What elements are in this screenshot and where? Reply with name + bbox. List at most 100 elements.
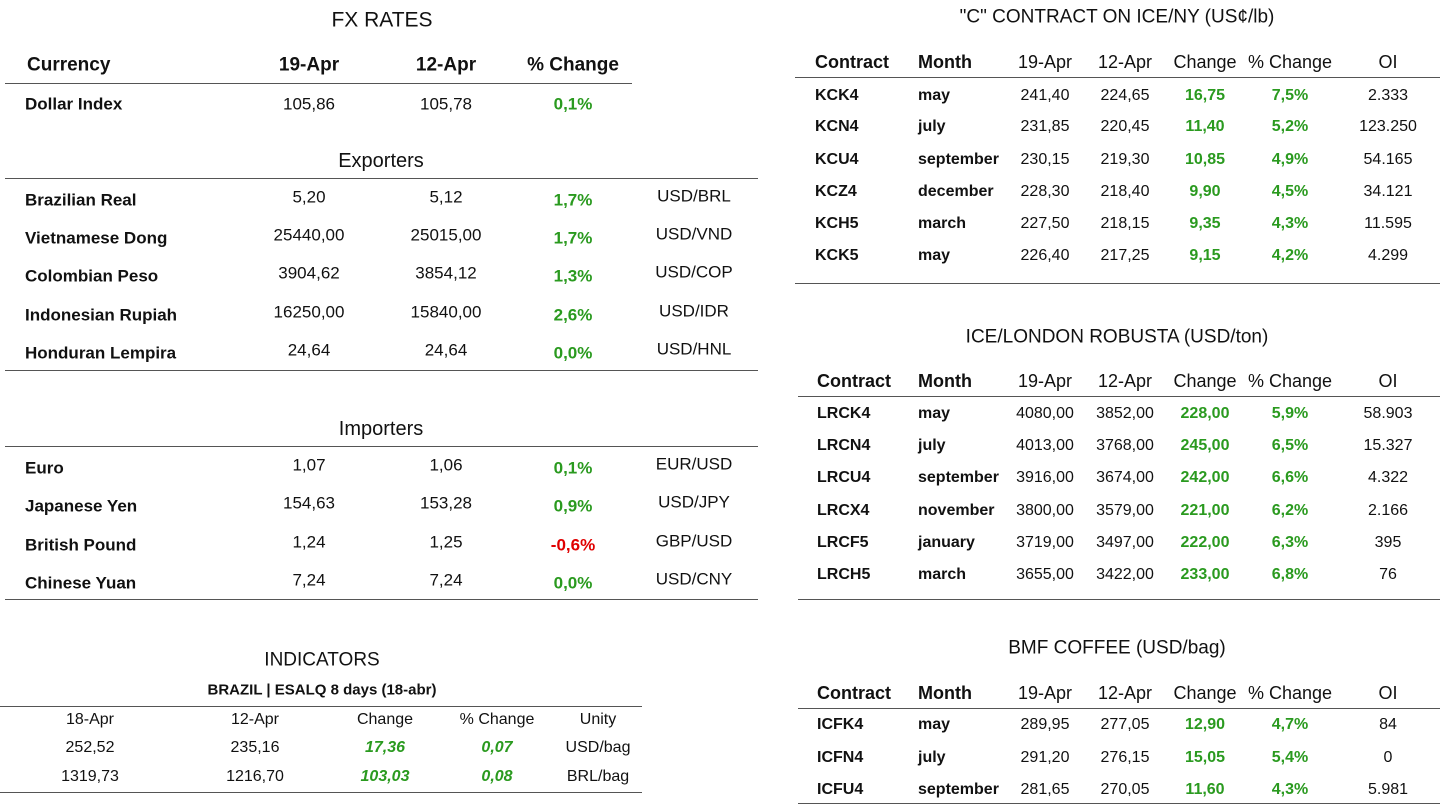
cell: 270,05 xyxy=(1100,781,1150,798)
cell: 4.322 xyxy=(1367,469,1409,486)
column-header: 19-Apr xyxy=(278,54,340,76)
cell: 105,78 xyxy=(420,94,472,114)
column-header: % Change xyxy=(459,711,535,728)
cell: BRL/bag xyxy=(566,768,630,785)
currency-name: Indonesian Rupiah xyxy=(25,305,178,325)
cell: 5,20 xyxy=(292,187,326,207)
cell: december xyxy=(918,183,994,200)
cell: 3904,62 xyxy=(278,263,340,283)
cell: 5,9% xyxy=(1271,405,1309,422)
cell: 3719,00 xyxy=(1016,534,1074,551)
cell: 7,24 xyxy=(292,570,326,590)
cell: 15.327 xyxy=(1363,437,1413,454)
cell: 11,40 xyxy=(1185,118,1225,135)
cell: 276,15 xyxy=(1100,749,1150,766)
column-header: 12-Apr xyxy=(415,54,477,76)
cell: 231,85 xyxy=(1020,118,1070,135)
cell: 277,05 xyxy=(1100,716,1150,733)
cell: ICFN4 xyxy=(817,749,864,766)
pair: USD/VND xyxy=(655,224,733,244)
cell: september xyxy=(918,151,999,168)
cell: KCZ4 xyxy=(815,183,857,200)
change: 0,0% xyxy=(553,343,593,363)
change: -0,6% xyxy=(550,535,596,555)
cell: september xyxy=(918,469,999,486)
cell: march xyxy=(918,566,967,583)
cell: 1319,73 xyxy=(61,768,119,785)
column-header: % Change xyxy=(527,54,619,76)
cell: 1,24 xyxy=(292,532,326,552)
cell: 0 xyxy=(1383,749,1393,766)
rule xyxy=(798,396,1440,397)
cell: 221,00 xyxy=(1180,502,1230,519)
cell: 1,06 xyxy=(429,455,463,475)
cell: 11.595 xyxy=(1364,215,1412,232)
change: 0,9% xyxy=(553,496,593,516)
cell: november xyxy=(918,502,995,519)
currency-name: Euro xyxy=(25,458,64,478)
cell: 5,4% xyxy=(1271,749,1309,766)
cell: LRCK4 xyxy=(817,405,871,422)
column-header: Contract xyxy=(817,371,892,391)
section-title: ICE/LONDON ROBUSTA (USD/ton) xyxy=(965,326,1269,348)
cell: KCU4 xyxy=(815,151,859,168)
cell: september xyxy=(918,781,999,798)
cell: july xyxy=(918,749,946,766)
change: 0,0% xyxy=(553,573,593,593)
cell: 6,5% xyxy=(1271,437,1309,454)
change: 1,7% xyxy=(553,190,593,210)
cell: 4,2% xyxy=(1271,247,1309,264)
cell: 3422,00 xyxy=(1096,566,1154,583)
currency-name: Japanese Yen xyxy=(25,496,138,516)
cell: 103,03 xyxy=(360,768,410,785)
cell: july xyxy=(918,437,946,454)
rule xyxy=(798,708,1440,709)
cell: march xyxy=(918,215,967,232)
cell: 291,20 xyxy=(1020,749,1070,766)
column-header: Change xyxy=(356,711,414,728)
column-header: % Change xyxy=(1247,683,1333,703)
group-title: Importers xyxy=(338,418,424,440)
cell: 4.299 xyxy=(1367,247,1409,264)
cell: 218,40 xyxy=(1100,183,1150,200)
pair: USD/BRL xyxy=(657,186,731,206)
cell: 6,3% xyxy=(1271,534,1309,551)
column-header: Contract xyxy=(817,683,892,703)
cell: 58.903 xyxy=(1363,405,1413,422)
cell: KCN4 xyxy=(815,118,859,135)
section-title: FX RATES xyxy=(331,8,433,32)
rule xyxy=(5,446,758,447)
cell: 5,2% xyxy=(1271,118,1309,135)
column-header: 19-Apr xyxy=(1017,371,1073,391)
cell: 3854,12 xyxy=(415,263,477,283)
cell: 241,40 xyxy=(1020,87,1070,104)
cell: 3579,00 xyxy=(1096,502,1154,519)
cell: 3800,00 xyxy=(1016,502,1074,519)
cell: 9,35 xyxy=(1189,215,1221,232)
cell: may xyxy=(918,247,951,264)
pair: EUR/USD xyxy=(655,454,733,474)
rule xyxy=(795,77,1440,78)
column-header: 12-Apr xyxy=(1097,683,1153,703)
cell: 123.250 xyxy=(1359,118,1417,135)
cell: 227,50 xyxy=(1020,215,1070,232)
cell: 12,90 xyxy=(1184,716,1226,733)
cell: 245,00 xyxy=(1180,437,1230,454)
cell: 24,64 xyxy=(424,340,468,360)
currency-name: British Pound xyxy=(25,535,137,555)
column-header: 19-Apr xyxy=(1017,52,1073,72)
column-header: 18-Apr xyxy=(65,711,115,728)
cell: 24,64 xyxy=(287,340,331,360)
cell: 16,75 xyxy=(1184,87,1226,104)
cell: 224,65 xyxy=(1100,87,1150,104)
cell: 11,60 xyxy=(1185,781,1225,798)
column-header: Contract xyxy=(815,52,890,72)
cell: 17,36 xyxy=(364,739,406,756)
column-header: Month xyxy=(918,683,972,703)
cell: 3916,00 xyxy=(1016,469,1074,486)
rule xyxy=(5,599,758,600)
column-header: OI xyxy=(1378,683,1398,703)
rule xyxy=(798,803,1440,804)
column-header: % Change xyxy=(1247,371,1333,391)
cell: 219,30 xyxy=(1100,151,1150,168)
